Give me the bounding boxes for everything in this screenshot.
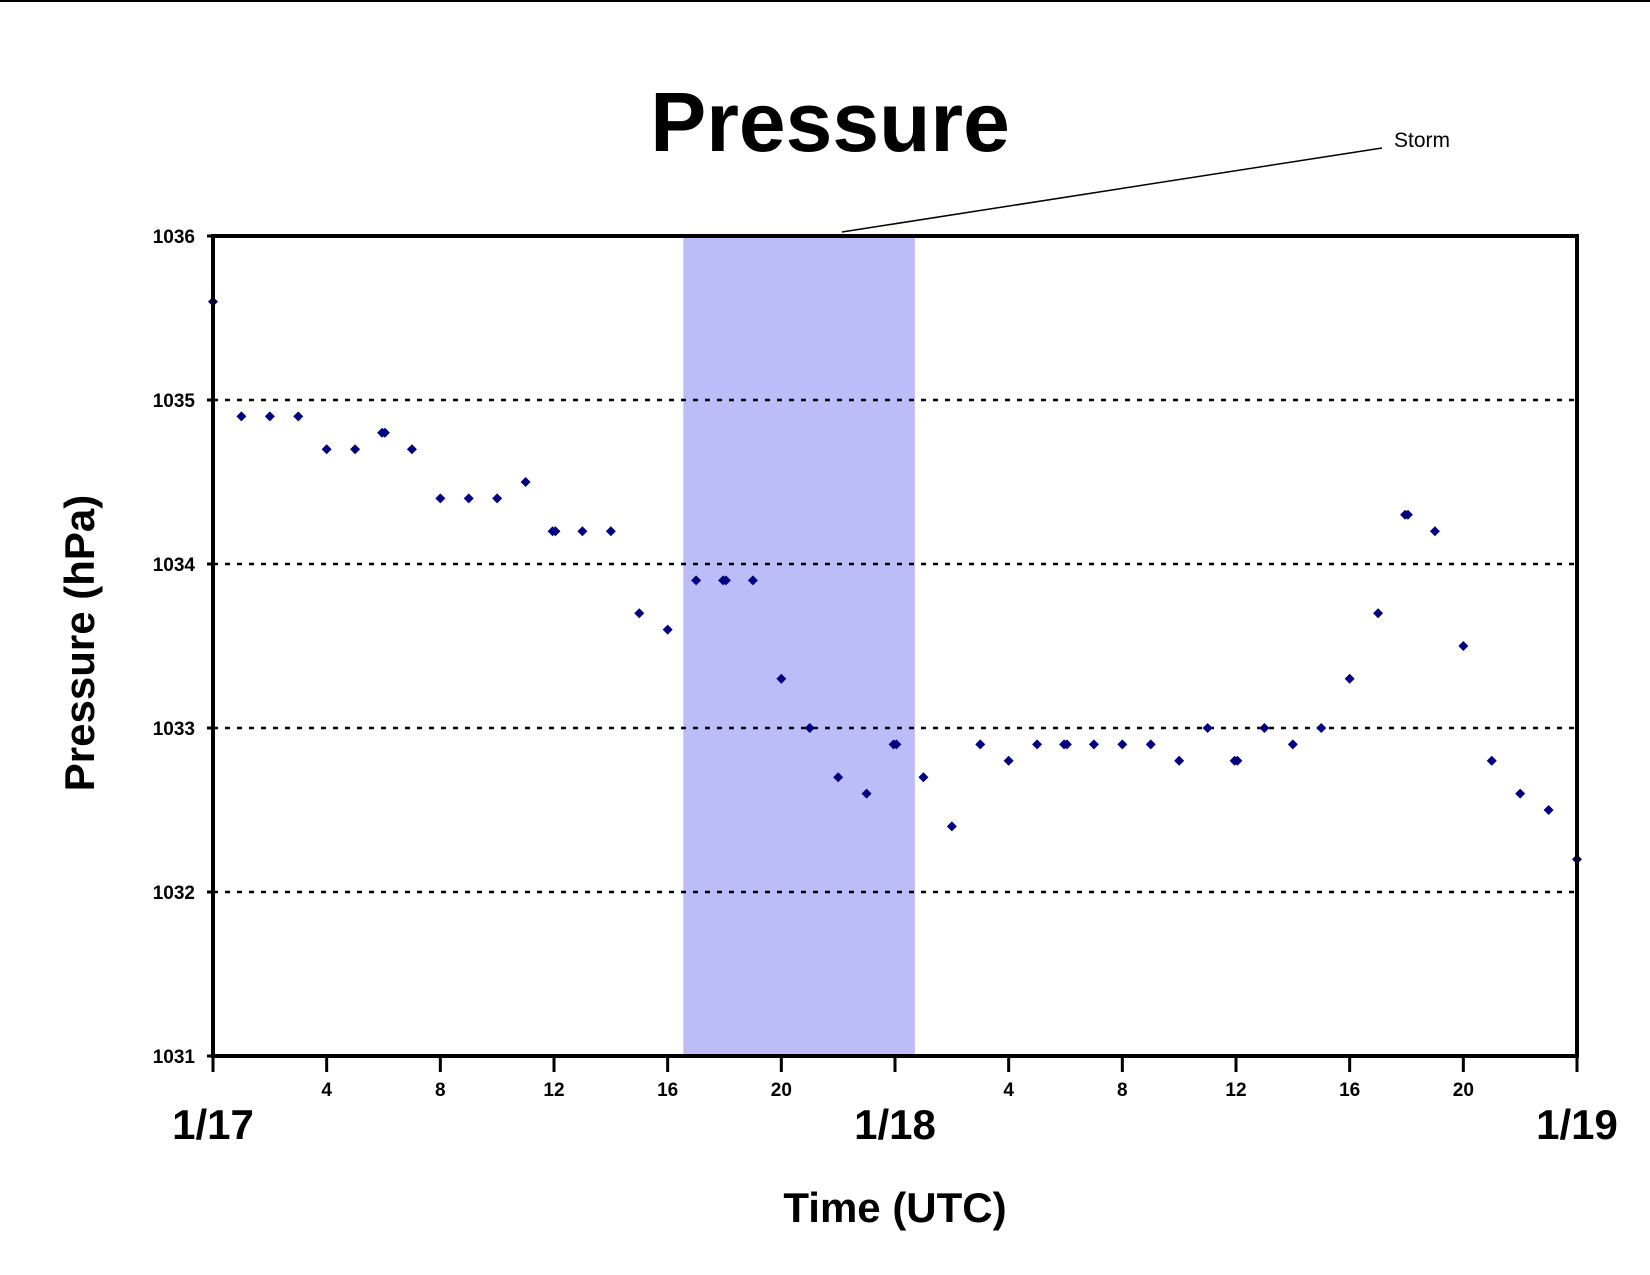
data-point bbox=[321, 444, 332, 455]
data-point bbox=[1032, 739, 1043, 750]
y-tick-label: 1031 bbox=[153, 1047, 196, 1068]
data-point bbox=[1202, 723, 1213, 733]
data-point bbox=[1174, 755, 1185, 766]
x-date-label: 1/17 bbox=[172, 1101, 254, 1148]
x-tick-label: 8 bbox=[435, 1080, 446, 1101]
x-tick-label: 12 bbox=[543, 1080, 564, 1101]
data-point bbox=[1373, 608, 1384, 619]
x-tick-label: 4 bbox=[1003, 1080, 1014, 1101]
data-point bbox=[406, 444, 417, 455]
data-point bbox=[891, 739, 902, 750]
data-point bbox=[1117, 739, 1128, 750]
data-point bbox=[634, 608, 645, 619]
data-point bbox=[293, 411, 304, 422]
data-point bbox=[550, 526, 561, 537]
data-point bbox=[1458, 641, 1469, 651]
data-point bbox=[747, 575, 758, 586]
y-tick-label: 1035 bbox=[153, 391, 196, 412]
data-point bbox=[1429, 526, 1440, 537]
chart-title: Pressure bbox=[650, 75, 1010, 169]
data-point bbox=[804, 723, 815, 733]
x-tick-label: 16 bbox=[1339, 1080, 1360, 1101]
storm-band bbox=[683, 236, 915, 1056]
x-tick-label: 16 bbox=[657, 1080, 678, 1101]
data-point bbox=[1232, 755, 1243, 766]
data-point bbox=[379, 427, 390, 438]
data-point bbox=[662, 624, 673, 635]
data-point bbox=[605, 526, 616, 537]
data-point bbox=[833, 772, 844, 783]
data-point bbox=[776, 673, 787, 684]
data-point bbox=[691, 575, 702, 586]
x-tick-label: 20 bbox=[1453, 1080, 1474, 1101]
y-tick-label: 1036 bbox=[153, 227, 195, 248]
data-point bbox=[463, 493, 474, 504]
data-point bbox=[1344, 673, 1355, 684]
data-point bbox=[861, 788, 872, 799]
data-point bbox=[720, 575, 731, 586]
data-point bbox=[350, 444, 361, 455]
data-point bbox=[1486, 755, 1497, 766]
data-point bbox=[1543, 805, 1554, 815]
storm-band-layer bbox=[683, 236, 915, 1056]
tick-layer: 1031 1032 1033 1034 1035 1036 4 8 12 16 20 4 8 12 16 20… bbox=[153, 227, 1618, 1148]
x-axis-label: Time (UTC) bbox=[783, 1184, 1006, 1231]
x-tick-label: 20 bbox=[771, 1080, 792, 1101]
data-point bbox=[918, 772, 929, 783]
data-point bbox=[577, 526, 588, 537]
data-point bbox=[1515, 788, 1526, 799]
storm-annotation-line bbox=[841, 147, 1383, 233]
top-rule bbox=[0, 0, 1650, 2]
data-point bbox=[1061, 739, 1072, 750]
y-tick-label: 1032 bbox=[153, 883, 195, 904]
data-point bbox=[1145, 739, 1156, 750]
data-point bbox=[1287, 739, 1298, 750]
data-point bbox=[435, 493, 446, 504]
x-tick-label: 8 bbox=[1117, 1080, 1128, 1101]
y-axis-label: Pressure (hPa) bbox=[56, 495, 103, 791]
data-point bbox=[1003, 755, 1014, 766]
data-point bbox=[1316, 723, 1327, 733]
y-tick-label: 1033 bbox=[153, 719, 195, 740]
data-point bbox=[946, 821, 957, 832]
data-point bbox=[264, 411, 275, 422]
y-tick-label: 1034 bbox=[153, 555, 196, 576]
x-date-label: 1/19 bbox=[1536, 1101, 1618, 1148]
data-point bbox=[1259, 723, 1270, 733]
data-point bbox=[492, 493, 503, 504]
x-date-label: 1/18 bbox=[854, 1101, 936, 1148]
data-point bbox=[236, 411, 247, 422]
data-point-layer bbox=[208, 296, 1582, 865]
data-point bbox=[975, 739, 986, 750]
data-point bbox=[1402, 509, 1413, 520]
x-tick-label: 12 bbox=[1225, 1080, 1246, 1101]
x-tick-label: 4 bbox=[321, 1080, 332, 1101]
data-point bbox=[520, 477, 531, 487]
storm-annotation-label: Storm bbox=[1394, 129, 1450, 152]
data-point bbox=[1088, 739, 1099, 750]
